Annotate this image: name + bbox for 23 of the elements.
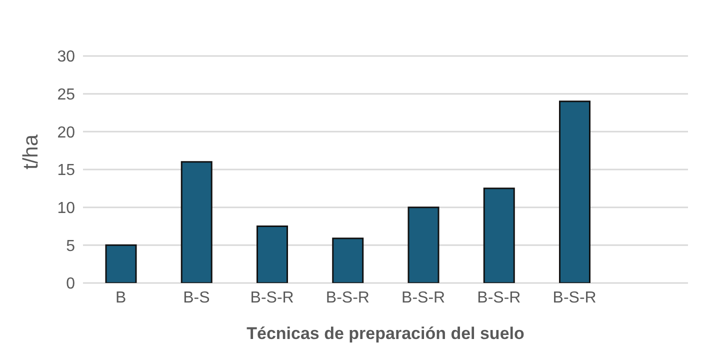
- y-tick-label: 0: [66, 276, 76, 293]
- y-tick-label: 5: [66, 238, 76, 255]
- bar: [256, 226, 288, 283]
- x-tick-label: B-S-R: [250, 289, 294, 306]
- y-tick-label: 10: [57, 200, 76, 218]
- x-tick-label: B-S: [183, 289, 210, 306]
- y-tick-label: 30: [57, 48, 76, 66]
- bar: [408, 206, 440, 283]
- bar: [332, 238, 364, 283]
- y-axis-title: t/ha: [19, 134, 42, 170]
- x-axis-title: Técnicas de preparación del suelo: [246, 324, 524, 343]
- bar: [559, 100, 590, 283]
- x-tick-label: B-S-R: [477, 289, 521, 306]
- bar: [483, 188, 515, 283]
- y-tick-label: 20: [57, 124, 76, 142]
- y-tick-label: 15: [57, 162, 76, 180]
- x-tick-label: B-S-R: [552, 289, 596, 306]
- x-tick-label: B-S-R: [402, 289, 446, 306]
- x-tick-label: B-S-R: [326, 289, 370, 306]
- bar: [180, 161, 212, 283]
- bar: [105, 244, 137, 283]
- x-tick-label: B: [115, 289, 126, 306]
- y-tick-label: 25: [57, 86, 76, 104]
